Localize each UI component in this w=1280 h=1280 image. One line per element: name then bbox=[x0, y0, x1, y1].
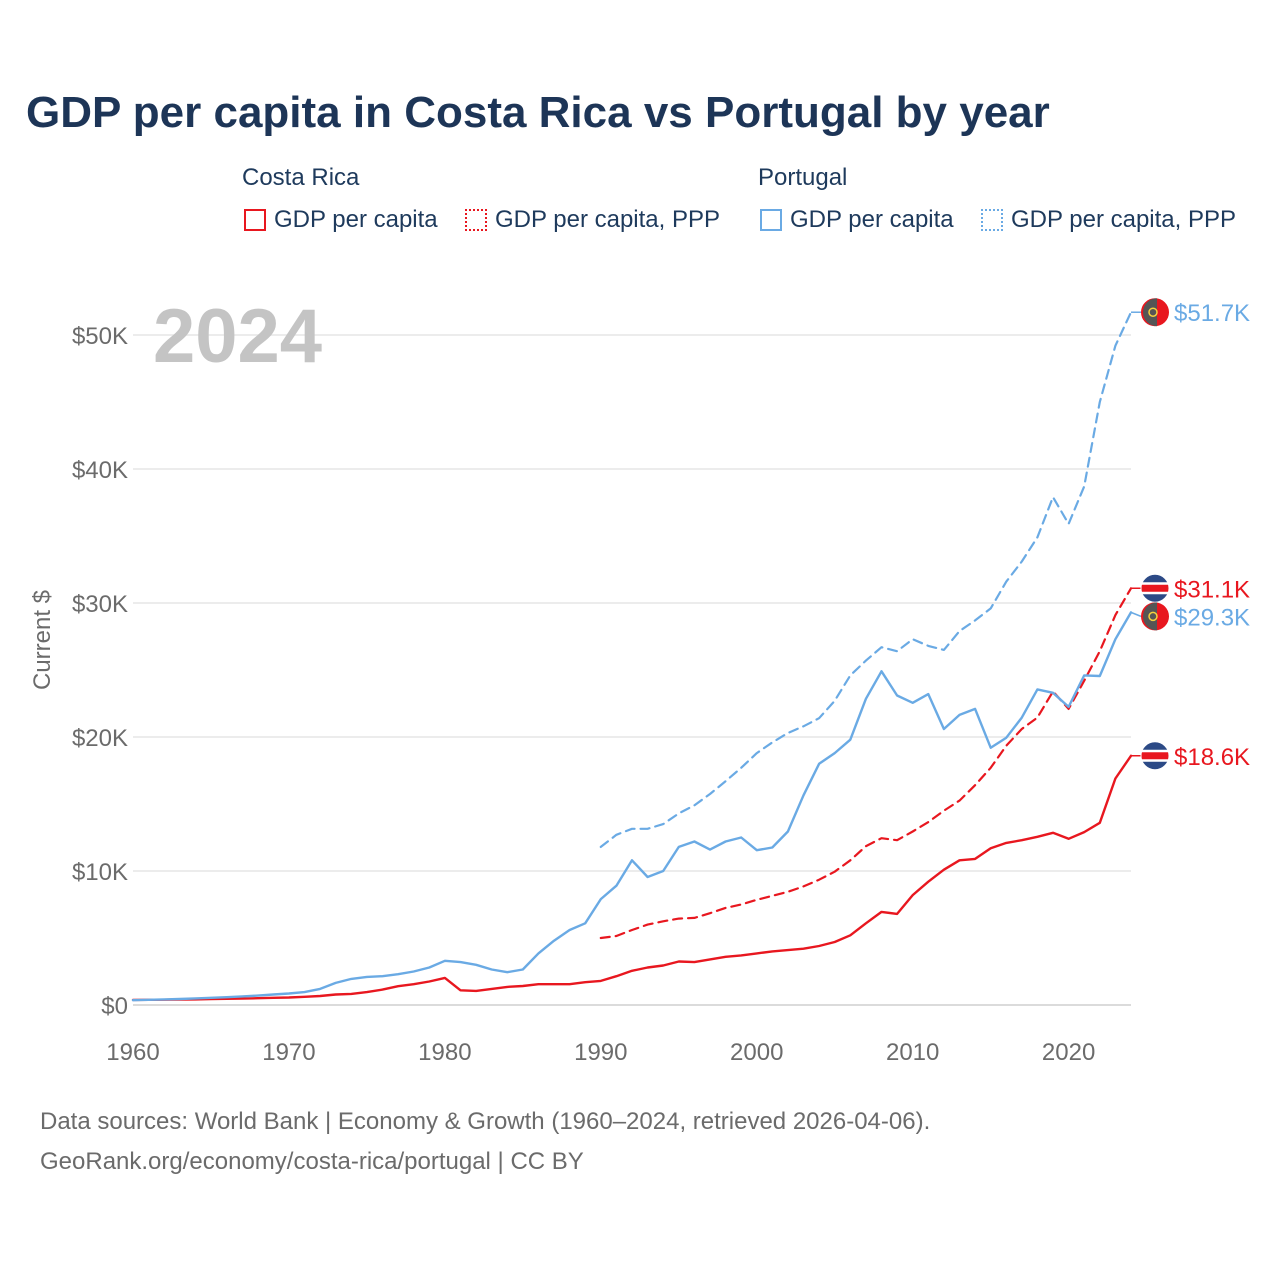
end-value-label: $18.6K bbox=[1174, 744, 1250, 771]
x-tick-label: 1970 bbox=[262, 1039, 315, 1066]
series-line-portugal-gdp-per-capita bbox=[131, 611, 1133, 1002]
grid-lines bbox=[133, 334, 1131, 1006]
legend-label: GDP per capita bbox=[274, 206, 438, 233]
legend-swatch-solid-red bbox=[244, 209, 266, 231]
x-tick-label: 1980 bbox=[418, 1039, 471, 1066]
end-value-label: $31.1K bbox=[1174, 576, 1250, 603]
end-markers: $18.6K $31.1K$29.3K $51.7K bbox=[1130, 298, 1250, 771]
legend-swatch-dotted-blue bbox=[981, 209, 1003, 231]
legend-group-costa-rica: Costa Rica bbox=[242, 164, 360, 191]
y-tick-label: $10K bbox=[72, 859, 128, 886]
portugal-flag-icon bbox=[1141, 298, 1169, 327]
footer-credit[interactable]: GeoRank.org/economy/costa-rica/portugal … bbox=[40, 1148, 584, 1175]
footer-sources: Data sources: World Bank | Economy & Gro… bbox=[40, 1108, 931, 1135]
y-tick-label: $40K bbox=[72, 457, 128, 484]
x-tick-label: 2020 bbox=[1042, 1039, 1095, 1066]
x-tick-label: 1960 bbox=[106, 1039, 159, 1066]
x-tick-labels: 1960 1970 1980 1990 2000 2010 2020 bbox=[106, 1039, 1095, 1066]
legend-label: GDP per capita, PPP bbox=[1011, 206, 1236, 233]
costa-rica-flag-icon bbox=[1140, 573, 1170, 603]
y-tick-labels: $0 $10K $20K $30K $40K $50K bbox=[72, 323, 128, 1020]
series-line-costa-rica-gdp-per-capita-ppp bbox=[599, 587, 1133, 940]
legend-swatch-dotted-red bbox=[465, 209, 487, 231]
legend-item-costa-rica-gdp-ppp[interactable]: GDP per capita, PPP bbox=[465, 206, 720, 234]
x-tick-label: 2010 bbox=[886, 1039, 939, 1066]
series-line-portugal-gdp-per-capita-ppp bbox=[599, 311, 1133, 849]
end-connector bbox=[1130, 611, 1142, 618]
series-line-costa-rica-gdp-per-capita bbox=[131, 754, 1133, 1002]
y-tick-label: $50K bbox=[72, 323, 128, 350]
chart-title: GDP per capita in Costa Rica vs Portugal… bbox=[26, 88, 1050, 137]
y-tick-label: $30K bbox=[72, 591, 128, 618]
x-tick-label: 2000 bbox=[730, 1039, 783, 1066]
legend-group-portugal: Portugal bbox=[758, 164, 848, 191]
legend-item-portugal-gdp[interactable]: GDP per capita bbox=[760, 206, 954, 234]
legend-item-portugal-gdp-ppp[interactable]: GDP per capita, PPP bbox=[981, 206, 1236, 234]
legend-swatch-solid-blue bbox=[760, 209, 782, 231]
legend-label: GDP per capita, PPP bbox=[495, 206, 720, 233]
y-tick-label: $20K bbox=[72, 725, 128, 752]
end-value-label: $29.3K bbox=[1174, 604, 1250, 631]
x-tick-label: 1990 bbox=[574, 1039, 627, 1066]
costa-rica-flag-icon bbox=[1140, 741, 1170, 771]
legend-item-costa-rica-gdp[interactable]: GDP per capita bbox=[244, 206, 438, 234]
legend-label: GDP per capita bbox=[790, 206, 954, 233]
portugal-flag-icon bbox=[1141, 602, 1169, 631]
year-label: 2024 bbox=[153, 294, 322, 379]
series-lines bbox=[131, 311, 1133, 1002]
y-axis-title: Current $ bbox=[29, 590, 56, 690]
end-value-label: $51.7K bbox=[1174, 300, 1250, 327]
y-tick-label: $0 bbox=[101, 993, 128, 1020]
